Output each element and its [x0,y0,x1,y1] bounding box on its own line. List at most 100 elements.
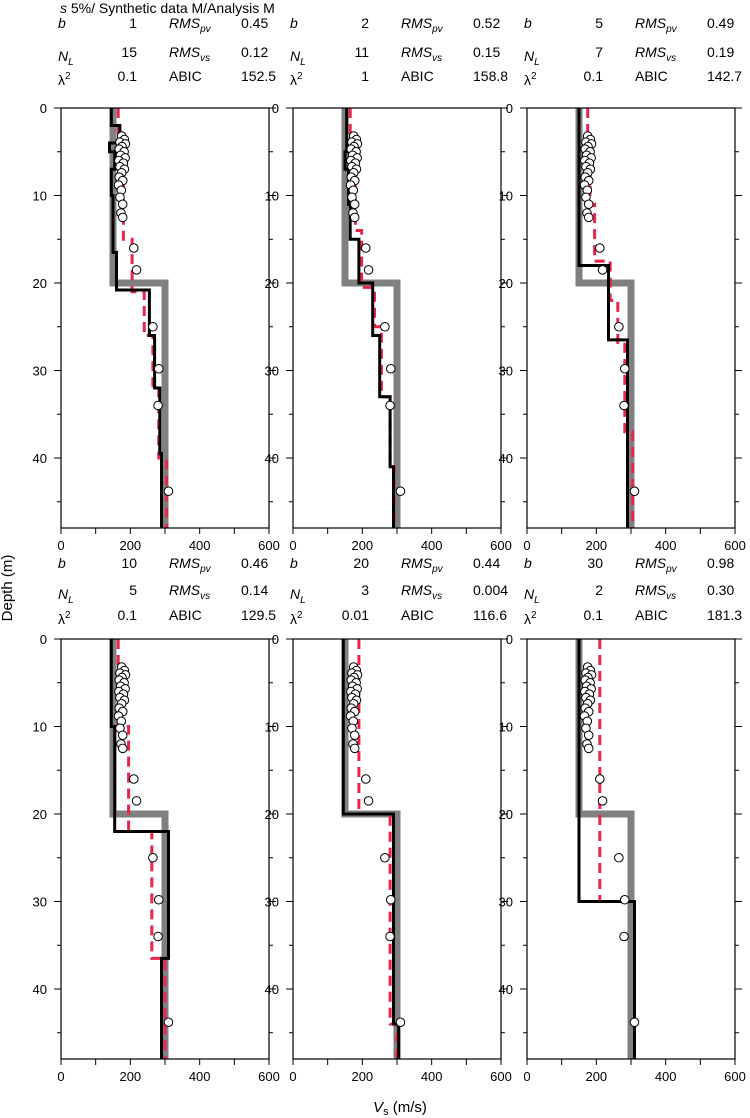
param-rmspv-label-main: RMS [169,555,201,571]
data-point [117,212,128,223]
y-tick-label: 0 [40,101,47,116]
param-rmsvs-label-main: RMS [169,582,201,598]
param-nl-label-sub: L [534,595,540,606]
param-rmsvs-value-value: 0.12 [241,44,268,60]
param-lambda-value-value: 1 [361,68,369,84]
param-nl-label-main: N [58,48,69,64]
param-rmspv-label-main: RMS [635,15,667,31]
x-axis-label-v: V [373,1099,385,1116]
param-rmsvs-value: 0.30 [707,582,734,598]
y-tick-label: 40 [499,451,513,466]
param-rmspv-value-value: 0.49 [707,15,734,31]
data-point [148,321,158,332]
param-abic-value: 158.8 [473,68,508,84]
param-b-value-value: 2 [361,15,369,31]
x-tick-label: 0 [289,1069,296,1084]
param-lambda-label-main: λ [58,72,65,88]
param-abic-label-main: ABIC [635,607,668,623]
param-lambda-label-sup: 2 [531,610,537,621]
x-tick-label: 600 [724,1069,746,1084]
param-abic-value: 152.5 [241,68,276,84]
param-b-label-main: b [524,555,532,571]
param-lambda-label: λ2 [524,71,537,88]
x-tick-label: 400 [189,1069,211,1084]
param-b-label: b [58,15,66,31]
x-tick-label: 0 [523,538,530,553]
series-line-initial [116,108,169,528]
data-point [153,400,163,411]
param-rmspv-label-main: RMS [169,15,201,31]
y-tick-label: 10 [33,720,47,735]
param-b-value-value: 10 [121,555,137,571]
param-b-value: 5 [595,15,603,31]
param-nl-label: NL [58,586,74,606]
data-point [583,743,594,754]
data-point [619,894,630,905]
param-rmspv-label-main: RMS [401,15,433,31]
param-nl-label-main: N [524,48,535,64]
param-nl-value: 3 [361,582,369,598]
param-rmspv-label: RMSpv [169,15,212,35]
param-b-value-value: 20 [353,555,369,571]
param-rmsvs-value: 0.19 [707,44,734,60]
param-rmsvs-value-value: 0.15 [473,44,500,60]
x-tick-label: 0 [57,538,64,553]
param-rmsvs-value: 0.004 [473,582,508,598]
param-rmspv-label: RMSpv [169,555,212,575]
param-rmsvs-value: 0.14 [241,582,268,598]
series-line-estimated [341,639,401,1059]
series-line-initial [586,108,635,528]
param-abic-label-main: ABIC [169,68,202,84]
param-b-value: 2 [361,15,369,31]
data-point [619,931,629,942]
param-rmspv-value-value: 0.98 [707,555,734,571]
param-rmspv-value: 0.44 [473,555,500,571]
param-lambda-label-main: λ [524,72,531,88]
param-nl-label-main: N [524,586,535,602]
y-tick-label: 30 [265,895,279,910]
param-rmsvs-label-sub: vs [666,53,676,64]
param-lambda-label-main: λ [58,611,65,627]
y-tick-label: 30 [33,364,47,379]
x-tick-label: 0 [523,1069,530,1084]
param-nl-value: 15 [121,44,137,60]
y-tick-label: 40 [499,982,513,997]
figure-title-text: 5%/ Synthetic data M/Analysis M [67,0,275,16]
param-rmsvs-label-sub: vs [200,53,210,64]
y-tick-label: 30 [499,364,513,379]
param-rmsvs-label: RMSvs [635,44,676,64]
x-tick-label: 600 [258,538,280,553]
data-point [380,321,390,332]
data-point [131,796,142,806]
data-point [349,212,360,223]
param-rmspv-label-main: RMS [635,555,667,571]
param-nl-value: 2 [595,582,603,598]
param-lambda-label: λ2 [524,610,537,627]
data-point [614,321,624,332]
data-point [361,243,371,253]
series-line-estimated [577,639,636,1059]
param-lambda-label-main: λ [290,72,297,88]
x-tick-label: 0 [289,538,296,553]
param-nl-value-value: 2 [595,582,603,598]
param-rmsvs-value: 0.15 [473,44,500,60]
param-nl-value-value: 3 [361,582,369,598]
param-rmsvs-label-main: RMS [169,44,201,60]
data-point [349,730,360,741]
data-point [595,774,605,784]
param-lambda-value: 0.01 [342,607,369,623]
param-b-value: 20 [353,555,369,571]
param-rmspv-label-main: RMS [401,555,433,571]
y-tick-label: 30 [33,895,47,910]
param-lambda-value: 1 [361,68,369,84]
y-tick-label: 20 [499,276,513,291]
param-nl-label: NL [524,48,540,68]
param-rmsvs-label: RMSvs [169,44,210,64]
data-point [349,743,360,754]
param-abic-value-value: 116.6 [473,607,507,623]
